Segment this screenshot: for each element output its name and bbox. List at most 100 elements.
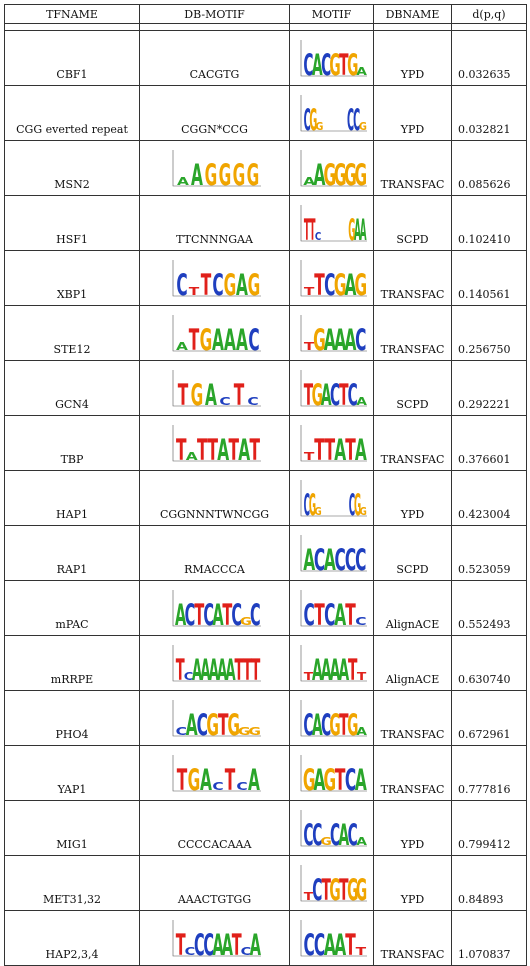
logo-letter-c: C (346, 104, 353, 135)
spacer-cell (373, 23, 452, 31)
tfname-cell: GCN4 (4, 360, 140, 416)
logo-letter-c: C (219, 396, 230, 408)
logo-letter-c: C (212, 267, 223, 300)
logo-letter-a: A (208, 654, 218, 685)
logo-letter-a: A (354, 432, 366, 465)
header-row: TFNAME DB-MOTIF MOTIF DBNAME d(p,q) (4, 4, 527, 24)
logo-axis (172, 700, 261, 737)
dbname-cell: SCPD (373, 195, 452, 251)
logo-letter-c: C (303, 597, 314, 630)
logo-letter-a: A (238, 432, 250, 465)
logo-letter-g: G (218, 157, 231, 190)
logo-letter-g: G (206, 707, 219, 740)
logo-axis (300, 480, 367, 517)
logo-axis (172, 260, 261, 297)
motif-logo: CGG C CG (300, 95, 367, 135)
logo-letter-a: A (334, 432, 346, 465)
logo-letter-t: T (234, 654, 243, 685)
tfname-cell: HAP1 (4, 470, 140, 526)
logo-letter-a: A (212, 598, 223, 630)
logo-letter-t: T (303, 379, 313, 410)
logo-letter-g: G (309, 104, 317, 135)
tfname-cell: YAP1 (4, 745, 140, 801)
logo-letter-g: G (355, 874, 366, 905)
table-row: STE12 A T G A A A C T G A A A C TRANSFAC 0.256750 (4, 305, 527, 361)
distance-cell: 0.552493 (451, 580, 527, 636)
logo-letter-g: G (347, 874, 358, 905)
db-motif-cell: CCCCACAAA (139, 800, 290, 856)
logo-letter-c: C (355, 542, 366, 575)
dbname-cell: TRANSFAC (373, 140, 452, 196)
logo-letter-g: G (246, 157, 259, 190)
logo-letter-a: A (313, 762, 325, 795)
logo-letter-c: C (312, 874, 322, 905)
logo-letter-c: C (355, 616, 366, 628)
logo-letter-c: C (344, 542, 355, 575)
distance-cell: 0.140561 (451, 250, 527, 306)
distance-cell: 0.672961 (451, 690, 527, 746)
dbname-cell: TRANSFAC (373, 745, 452, 801)
table-row: YAP1 T G A C T C A G A G T C A TRANSFAC 0.777816 (4, 745, 527, 801)
logo-letter-a: A (359, 214, 366, 245)
logo-letter-t: T (321, 874, 331, 905)
logo-letter-a: A (212, 322, 224, 355)
table-row: RAP1 RMACCCA A C A C C C SCPD 0.523059 (4, 525, 527, 581)
dbname-cell: YPD (373, 85, 452, 141)
logo-letter-g: G (314, 506, 321, 518)
logo-letter-g: G (204, 157, 217, 190)
logo-letter-c: C (183, 670, 193, 682)
logo-letter-a: A (356, 66, 367, 78)
tfname-cell: mPAC (4, 580, 140, 636)
distance-cell: 0.102410 (451, 195, 527, 251)
logo-axis (300, 645, 367, 682)
logo-axis (300, 205, 367, 242)
table-row: MSN2 A A G G G G A A G G G G TRANSFAC 0.085626 (4, 140, 527, 196)
col-header-distance: d(p,q) (451, 4, 527, 24)
logo-letter-g: G (308, 489, 315, 520)
logo-letter-g: G (347, 49, 358, 80)
logo-letter-g: G (313, 322, 326, 355)
logo-letter-g: G (353, 489, 360, 520)
logo-letter-g: G (247, 267, 260, 300)
logo-letter-a: A (356, 726, 367, 738)
logo-letter-c: C (303, 489, 309, 520)
col-header-tfname: TFNAME (4, 4, 140, 24)
logo-letter-t: T (188, 322, 198, 355)
db-motif-cell: AAACTGTGG (139, 855, 290, 911)
logo-axis (172, 370, 261, 407)
motif-logo: T C TGTGG (300, 865, 367, 905)
dbname-cell: YPD (373, 855, 452, 911)
logo-axis (300, 315, 367, 352)
logo-letter-a: A (354, 214, 361, 245)
logo-letter-g: G (199, 322, 212, 355)
distance-cell: 0.085626 (451, 140, 527, 196)
logo-letter-g: G (354, 267, 367, 300)
logo-letter-c: C (196, 707, 207, 740)
logo-axis (300, 755, 367, 792)
logo-letter-g: G (358, 122, 366, 133)
logo-letter-g: G (223, 267, 236, 300)
logo-axis (172, 425, 261, 462)
logo-letter-c: C (347, 379, 357, 410)
logo-letter-a: A (217, 432, 229, 465)
logo-letter-a: A (175, 598, 186, 630)
logo-letter-a: A (236, 267, 248, 300)
logo-letter-g: G (344, 157, 357, 190)
table-row: PHO4 C A C G T G G G C A C G T G A TRANSFAC 0.672961 (4, 690, 527, 746)
table-row: HSF1 TTCNNNGAA T T C G A A SCPD 0.102410 (4, 195, 527, 251)
logo-axis (300, 700, 367, 737)
